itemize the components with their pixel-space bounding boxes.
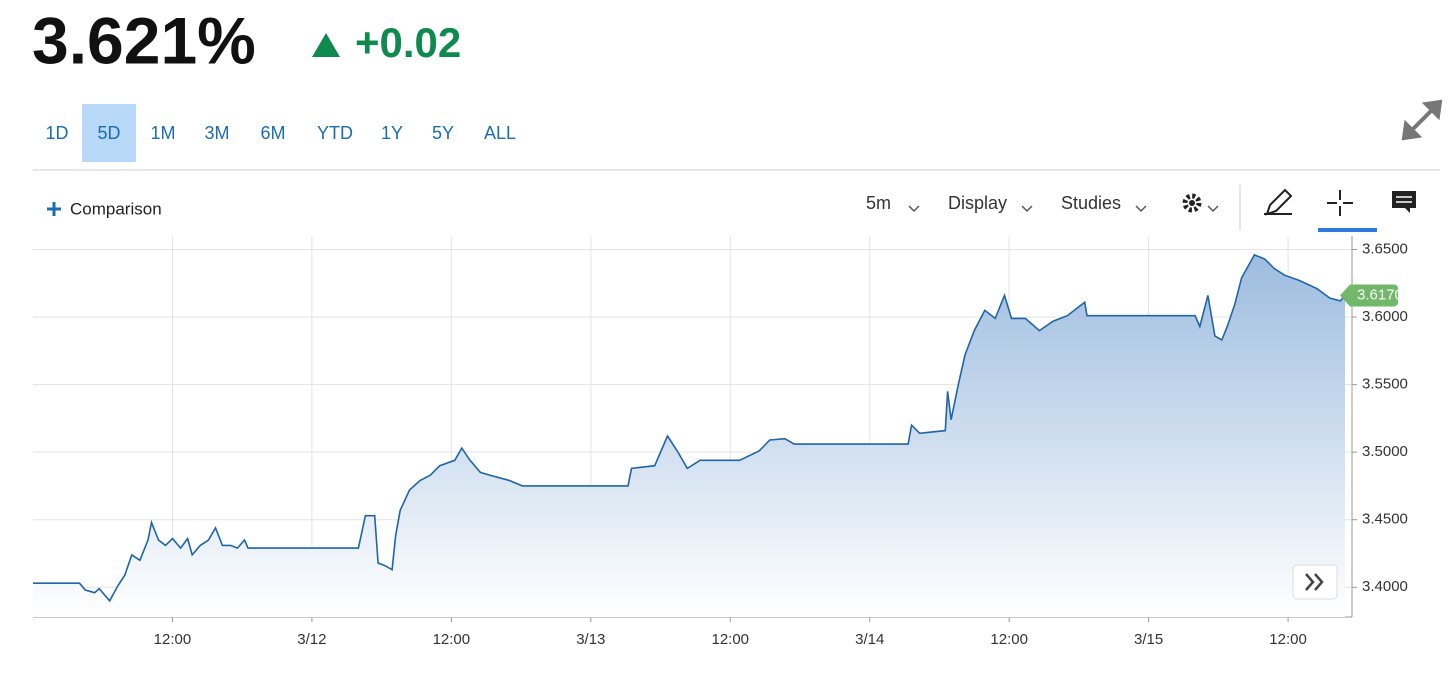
range-tab[interactable]: 1D (45, 123, 68, 143)
range-tab[interactable]: 3M (204, 123, 229, 143)
display-label: Display (948, 193, 1007, 213)
range-tab[interactable]: 5D (97, 123, 120, 143)
x-tick-label: 12:00 (433, 631, 471, 648)
area-fill (33, 254, 1346, 617)
change: +0.02 (355, 19, 461, 66)
comparison-label: Comparison (70, 199, 162, 218)
scroll-button[interactable] (1292, 564, 1338, 600)
x-tick-label: 3/12 (297, 631, 326, 648)
studies-label: Studies (1061, 193, 1121, 213)
range-tab[interactable]: 1M (150, 123, 175, 143)
y-tick-label: 3.5500 (1362, 376, 1408, 393)
range-tabs: 1D 5D 1M 3M 6M YTD 1Y 5Y ALL (45, 123, 516, 143)
range-tab[interactable]: 5Y (432, 123, 454, 143)
y-tick-label: 3.4000 (1362, 578, 1408, 595)
up-arrow (312, 33, 340, 57)
range-tab[interactable]: YTD (317, 123, 353, 143)
comparison-button[interactable]: Comparison (47, 199, 162, 218)
settings-icon[interactable] (1182, 193, 1219, 213)
x-tick-label: 12:00 (154, 631, 192, 648)
last-price-label: 3.6170 (1357, 286, 1403, 303)
price-line (33, 253, 1346, 603)
range-tab[interactable]: ALL (484, 123, 516, 143)
plot: 3.4000 3.4500 3.5000 3.5500 3.6000 3.6500 12:0… (33, 236, 1408, 648)
selected-range (82, 104, 136, 162)
expand-icon[interactable] (1401, 99, 1443, 141)
x-tick-label: 3/13 (576, 631, 605, 648)
y-tick-label: 3.6500 (1362, 240, 1408, 257)
last-price-tag (1340, 284, 1398, 307)
interval-menu[interactable]: 5m (866, 193, 920, 213)
x-tick-label: 12:00 (990, 631, 1028, 648)
crosshair-icon[interactable] (1318, 190, 1377, 232)
interval-label: 5m (866, 193, 891, 213)
x-tick-label: 3/15 (1134, 631, 1163, 648)
price: 3.621% (32, 3, 256, 77)
comment-icon[interactable] (1392, 191, 1416, 213)
x-tick-label: 3/14 (855, 631, 884, 648)
x-tick-label: 12:00 (1269, 631, 1307, 648)
y-tick-label: 3.5000 (1362, 443, 1408, 460)
y-tick-label: 3.6000 (1362, 308, 1408, 325)
display-menu[interactable]: Display (948, 193, 1033, 213)
y-tick-label: 3.4500 (1362, 511, 1408, 528)
studies-menu[interactable]: Studies (1061, 193, 1147, 213)
draw-icon[interactable] (1264, 188, 1293, 216)
x-tick-label: 12:00 (711, 631, 749, 648)
range-tab[interactable]: 1Y (381, 123, 403, 143)
range-tab[interactable]: 6M (260, 123, 285, 143)
